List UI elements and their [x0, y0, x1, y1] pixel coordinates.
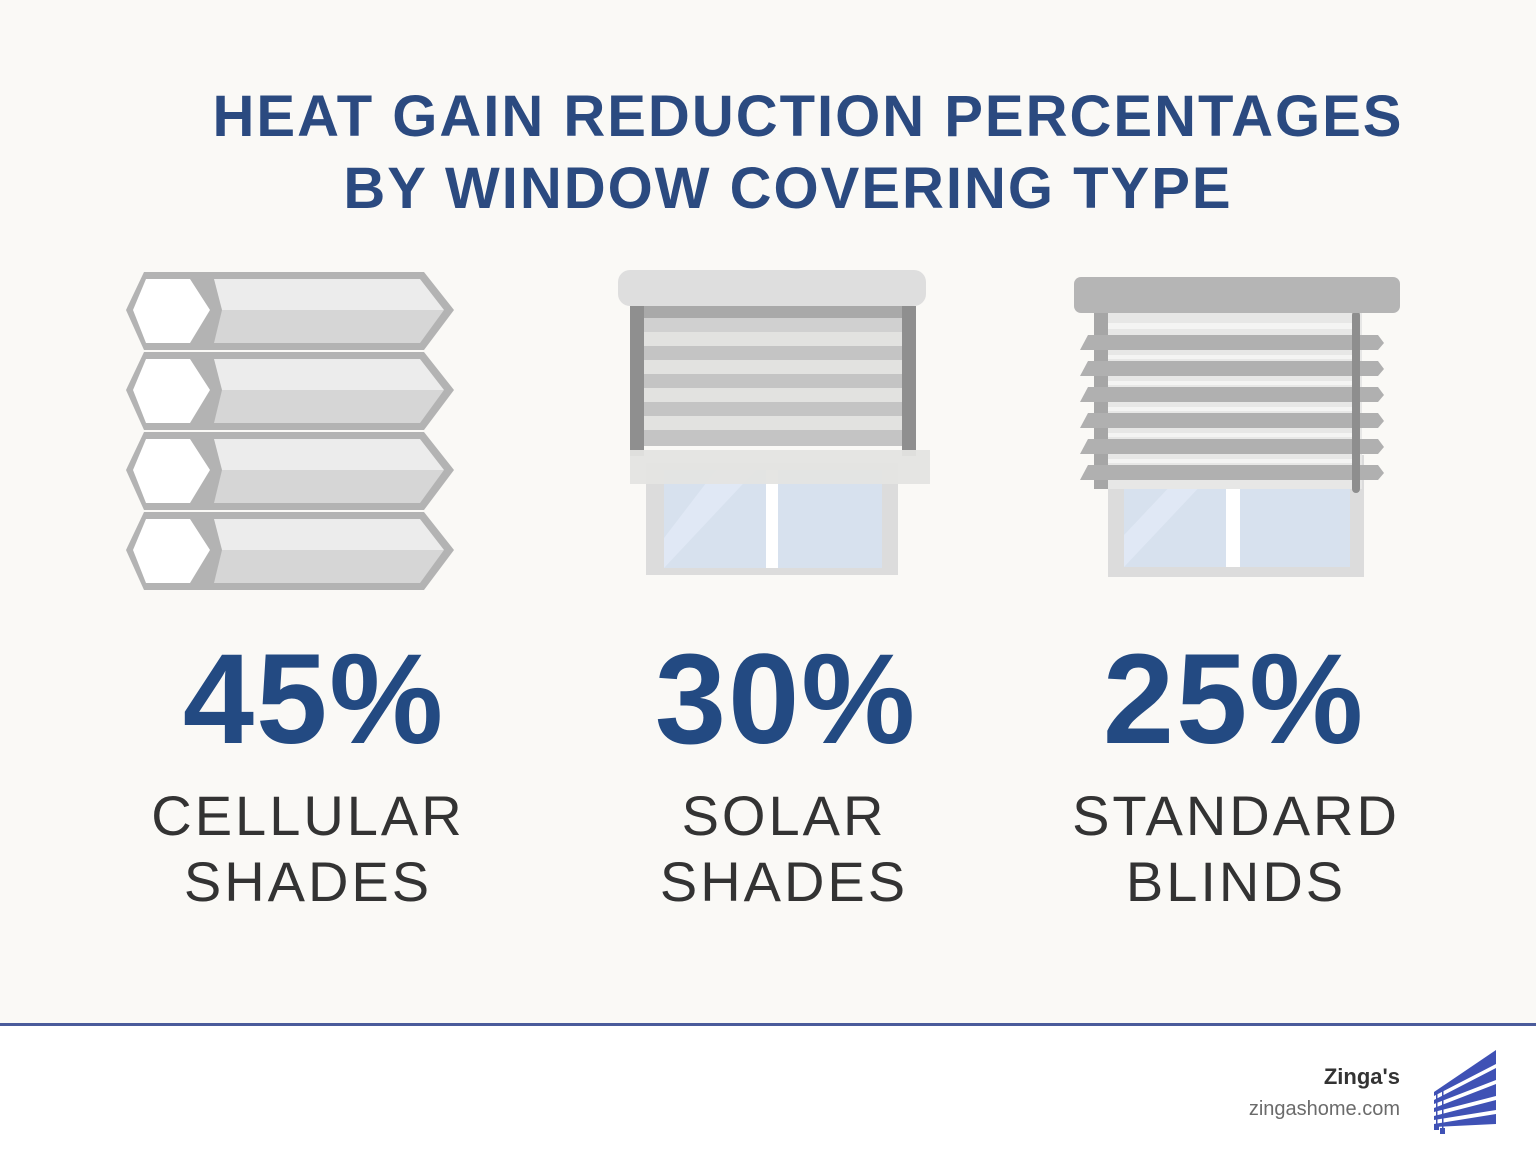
label-cellular-shades: CELLULAR SHADES	[98, 783, 518, 915]
solar-shade-window-icon	[616, 268, 930, 593]
label-line-1: SOLAR	[681, 784, 887, 847]
footer	[0, 1026, 1536, 1154]
label-line-1: CELLULAR	[151, 784, 465, 847]
footer-divider	[0, 1023, 1536, 1026]
cellular-shade-icon	[124, 268, 460, 609]
label-line-2: SHADES	[183, 850, 433, 913]
label-standard-blinds: STANDARD BLINDS	[1026, 783, 1446, 915]
blinds-logo-icon	[1428, 1048, 1500, 1141]
label-line-1: STANDARD	[1072, 784, 1400, 847]
percent-value-blinds: 25%	[1102, 628, 1366, 771]
percent-value-cellular: 45%	[182, 628, 446, 771]
label-line-2: BLINDS	[1125, 850, 1347, 913]
label-line-2: SHADES	[659, 850, 909, 913]
page-title-line-2: BY WINDOW COVERING TYPE	[343, 156, 1233, 221]
brand-name: Zinga's	[1323, 1064, 1400, 1089]
page-title-line-1: HEAT GAIN REDUCTION PERCENTAGES	[212, 84, 1404, 149]
label-solar-shades: SOLAR SHADES	[574, 783, 994, 915]
venetian-blinds-window-icon	[1072, 275, 1404, 590]
percent-value-solar: 30%	[654, 628, 918, 771]
brand-url[interactable]: zingashome.com	[1248, 1098, 1400, 1120]
